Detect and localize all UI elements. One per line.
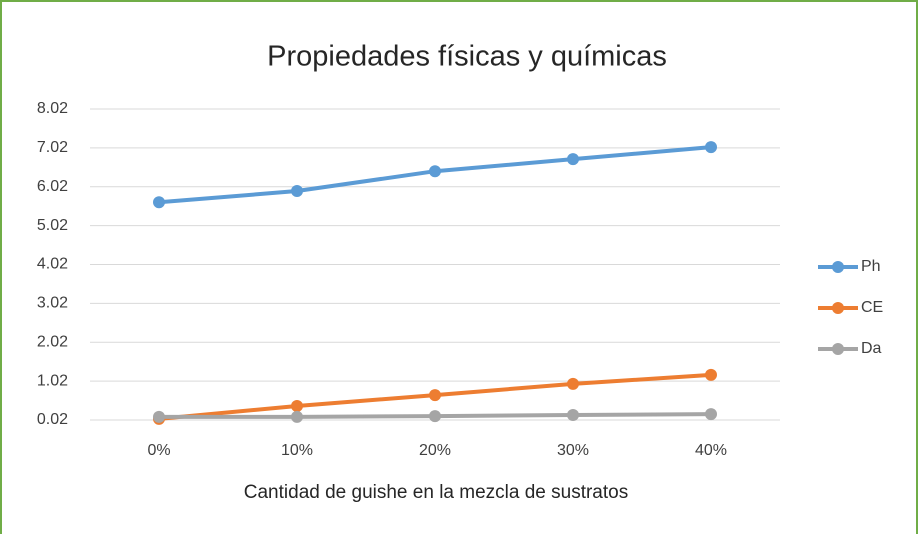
legend-label: Ph [861, 258, 881, 275]
data-point [153, 410, 165, 423]
x-tick-label: 0% [147, 442, 170, 459]
legend-label: Da [861, 340, 882, 357]
legend-label: CE [861, 299, 883, 316]
y-tick-label: 4.02 [37, 256, 68, 273]
x-tick-label: 30% [557, 442, 589, 459]
data-point [567, 153, 579, 166]
y-tick-label: 6.02 [37, 178, 68, 195]
data-point [567, 377, 579, 390]
y-tick-label: 2.02 [37, 333, 68, 350]
x-tick-label: 10% [281, 442, 313, 459]
data-point [291, 410, 303, 423]
y-tick-label: 7.02 [37, 139, 68, 156]
data-point [705, 408, 717, 421]
data-point [429, 410, 441, 423]
data-point [705, 368, 717, 381]
data-point [567, 408, 579, 421]
x-tick-label: 20% [419, 442, 451, 459]
chart-title: Propiedades físicas y químicas [267, 41, 667, 73]
legend-marker [832, 343, 844, 355]
data-point [705, 141, 717, 154]
data-point [291, 400, 303, 413]
y-tick-label: 0.02 [37, 411, 68, 428]
legend-marker [832, 261, 844, 273]
y-tick-label: 3.02 [37, 295, 68, 312]
legend-marker [832, 302, 844, 314]
data-point [291, 185, 303, 198]
x-tick-label: 40% [695, 442, 727, 459]
data-point [153, 196, 165, 209]
y-tick-label: 8.02 [37, 100, 68, 117]
y-tick-label: 1.02 [37, 372, 68, 389]
x-axis-title: Cantidad de guishe en la mezcla de sustr… [244, 482, 628, 503]
data-point [429, 165, 441, 178]
data-point [429, 389, 441, 402]
y-tick-label: 5.02 [37, 217, 68, 234]
